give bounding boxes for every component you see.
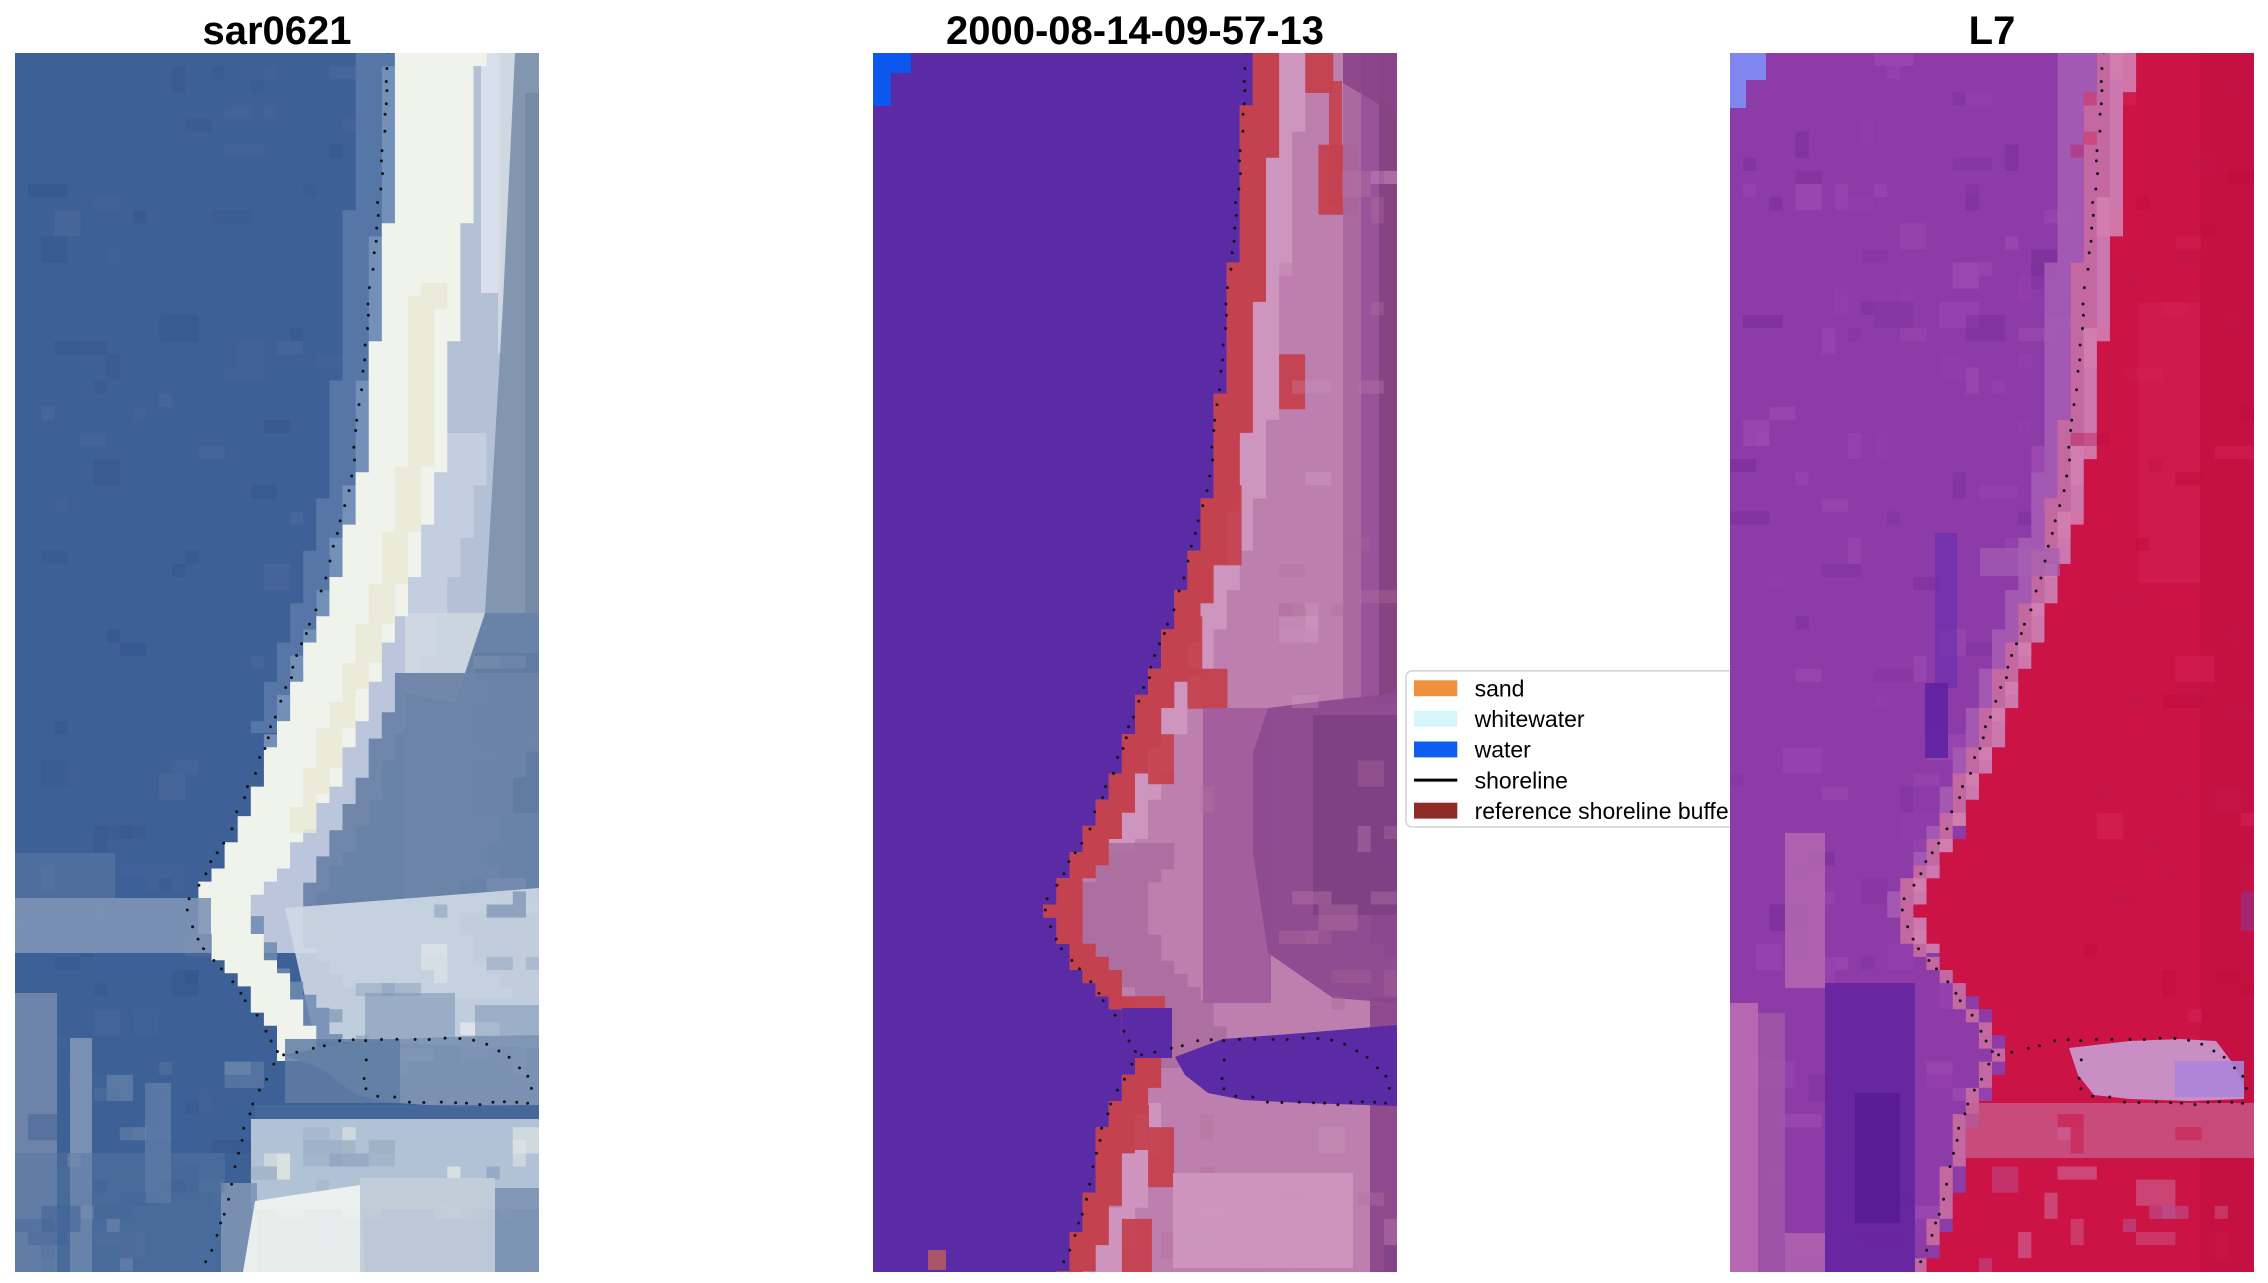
- svg-text:shoreline: shoreline: [1475, 767, 1568, 793]
- svg-text:sar0621: sar0621: [202, 9, 351, 53]
- svg-text:L7: L7: [1969, 9, 2016, 53]
- svg-text:water: water: [1474, 737, 1532, 763]
- svg-text:2000-08-14-09-57-13: 2000-08-14-09-57-13: [946, 9, 1324, 53]
- svg-text:whitewater: whitewater: [1474, 706, 1585, 732]
- svg-text:sand: sand: [1475, 676, 1525, 702]
- svg-text:reference shoreline buffer: reference shoreline buffer: [1475, 798, 1737, 824]
